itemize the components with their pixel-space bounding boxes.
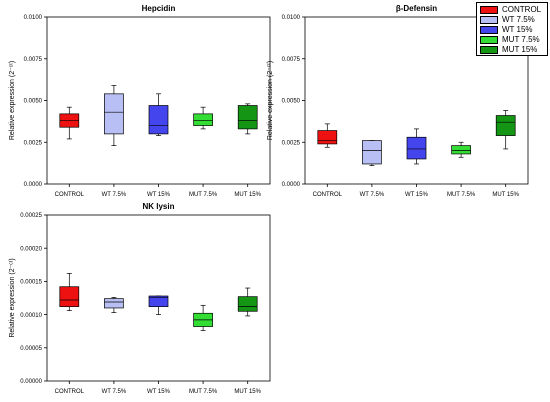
box-4	[451, 141, 471, 158]
box-4	[193, 106, 213, 130]
x-tick-label: WT 15%	[147, 389, 171, 395]
x-tick-label: MUT 15%	[234, 389, 261, 395]
y-tick-label: 0.0100	[24, 15, 43, 21]
box-iqr	[451, 145, 471, 155]
x-tick-label: MUT 7.5%	[189, 192, 218, 198]
legend-label: CONTROL	[502, 5, 542, 14]
legend-item-wt-7-5: WT 7.5%	[480, 15, 535, 25]
chart-title: Hepcidin	[142, 4, 176, 13]
y-tick-label: 0.00010	[20, 313, 42, 319]
y-tick-label: 0.0025	[282, 140, 301, 146]
box-iqr	[148, 105, 169, 135]
chart-panel-1: Hepcidin Relative expression (2⁻ᶜᵗ) 0.0000…	[9, 4, 271, 198]
x-tick-label: WT 15%	[147, 192, 171, 198]
box-iqr	[406, 136, 427, 160]
y-tick-label: 0.00000	[20, 379, 42, 385]
y-tick-label: 0.00015	[20, 280, 42, 286]
box-2	[104, 296, 124, 313]
box-iqr	[148, 295, 169, 307]
box-1	[59, 106, 80, 140]
y-tick-label: 0.00020	[20, 246, 42, 252]
y-axis-label: Relative expression (2⁻ᶜᵗ)	[267, 61, 274, 140]
box-2	[362, 140, 382, 166]
x-tick-label: MUT 7.5%	[189, 389, 218, 395]
box-5	[237, 103, 258, 135]
box-iqr	[104, 93, 124, 135]
box-3	[406, 128, 427, 165]
box-iqr	[237, 296, 258, 312]
box-iqr	[317, 130, 338, 145]
x-tick-label: WT 7.5%	[102, 192, 127, 198]
x-tick-label: WT 7.5%	[102, 389, 127, 395]
y-axis-label: Relative expression (2⁻ᶜᵗ)	[9, 61, 16, 140]
x-tick-label: CONTROL	[313, 192, 343, 198]
y-tick-label: 0.0050	[24, 99, 43, 105]
legend-swatch	[480, 16, 498, 24]
x-tick-label: MUT 7.5%	[447, 192, 476, 198]
x-tick-label: MUT 15%	[492, 192, 519, 198]
legend-swatch	[480, 46, 498, 54]
y-tick-label: 0.0075	[282, 57, 301, 63]
box-iqr	[59, 286, 80, 307]
x-tick-label: CONTROL	[55, 389, 85, 395]
y-tick-label: 0.0100	[282, 15, 301, 21]
legend-item-mut-7-5: MUT 7.5%	[480, 35, 540, 45]
box-2	[104, 85, 124, 146]
legend-swatch	[480, 26, 498, 34]
y-tick-label: 0.0050	[282, 99, 301, 105]
y-tick-label: 0.0075	[24, 57, 43, 63]
x-tick-label: WT 15%	[405, 192, 429, 198]
legend-item-wt-15: WT 15%	[480, 25, 533, 35]
box-5	[237, 287, 258, 317]
legend-label: WT 7.5%	[502, 15, 535, 24]
y-tick-label: 0.0000	[24, 182, 43, 188]
legend-label: WT 15%	[502, 25, 533, 34]
box-5	[495, 110, 516, 150]
box-1	[59, 273, 80, 311]
x-tick-label: CONTROL	[55, 192, 85, 198]
legend: CONTROL WT 7.5% WT 15% MUT 7.5% MUT 15%	[476, 2, 548, 56]
box-iqr	[104, 298, 124, 309]
x-tick-label: WT 7.5%	[360, 192, 385, 198]
box-3	[148, 295, 169, 315]
chart-title: β-Defensin	[396, 4, 437, 13]
box-iqr	[237, 105, 258, 130]
box-1	[317, 123, 338, 148]
box-iqr	[495, 115, 516, 136]
legend-label: MUT 15%	[502, 45, 538, 54]
box-iqr	[362, 140, 382, 165]
legend-swatch	[480, 36, 498, 44]
box-3	[148, 93, 169, 136]
y-tick-label: 0.00005	[20, 346, 42, 352]
y-tick-label: 0.0025	[24, 140, 43, 146]
legend-swatch	[480, 6, 498, 14]
box-4	[193, 304, 213, 331]
legend-item-mut-15: MUT 15%	[480, 45, 537, 55]
y-axis-label: Relative expression (2⁻ᶜᵗ)	[9, 258, 16, 337]
chart-panel-2: β-Defensin Relative expression (2⁻ᶜᵗ) 0.00…	[267, 4, 529, 198]
legend-item-control: CONTROL	[480, 5, 541, 15]
legend-label: MUT 7.5%	[502, 35, 540, 44]
y-tick-label: 0.00025	[20, 213, 42, 219]
x-tick-label: MUT 15%	[234, 192, 261, 198]
y-tick-label: 0.0000	[282, 182, 301, 188]
box-iqr	[193, 113, 213, 126]
chart-panel-3: NK lysin Relative expression (2⁻ᶜᵗ) 0.0000…	[9, 202, 271, 395]
chart-title: NK lysin	[142, 202, 174, 211]
